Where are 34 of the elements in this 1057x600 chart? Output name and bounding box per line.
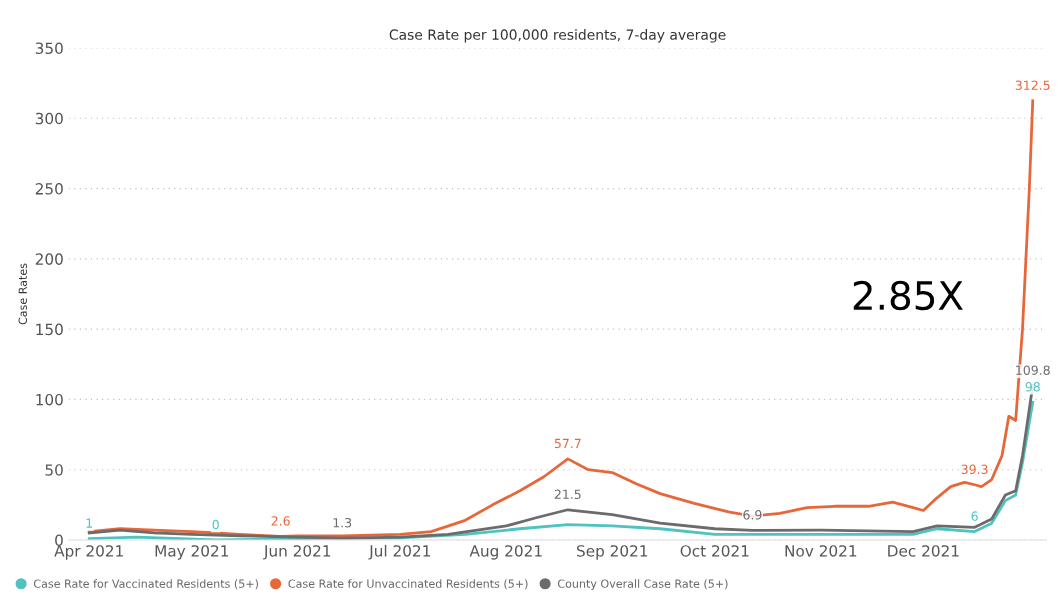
x-tick-label: Nov 2021: [785, 545, 857, 557]
y-tick-label: 50: [45, 464, 63, 476]
data-label: 312.5: [1015, 80, 1050, 90]
x-tick-label: Dec 2021: [888, 545, 959, 557]
data-label: 57.7: [554, 438, 581, 449]
data-label: 1: [86, 518, 93, 528]
y-tick-label: 100: [36, 393, 63, 406]
legend-label: Case Rate for Unvaccinated Residents (5+): [288, 579, 528, 590]
y-tick-label: 250: [35, 183, 63, 195]
x-tick-label: Apr 2021: [54, 545, 123, 560]
legend-label: County Overall Case Rate (5+): [557, 579, 728, 590]
x-tick-label: Sep 2021: [577, 545, 648, 560]
chart-title: Case Rate per 100,000 residents, 7-day average: [389, 29, 726, 43]
data-label: 109.8: [1016, 365, 1050, 375]
legend-label: Case Rate for Vaccinated Residents (5+): [33, 579, 258, 590]
x-tick-label: Oct 2021: [680, 545, 749, 557]
y-tick-label: 0: [55, 534, 63, 547]
data-label: 98: [1025, 382, 1040, 392]
y-tick-label: 300: [35, 112, 63, 125]
data-label: 21.5: [554, 489, 581, 500]
data-label: 6: [971, 511, 978, 521]
data-label: 1.3: [333, 517, 352, 528]
x-tick-label: Jun 2021: [263, 545, 331, 560]
data-label: 39.3: [961, 464, 988, 474]
y-tick-label: 150: [36, 323, 63, 336]
y-tick-label: 350: [35, 42, 63, 55]
x-tick-label: Jul 2021: [368, 544, 430, 560]
data-label: 2.6: [271, 516, 290, 526]
y-tick-label: 200: [35, 253, 63, 265]
x-tick-label: May 2021: [155, 545, 229, 560]
data-label: 0: [212, 519, 219, 530]
annotation: 2.85X: [853, 280, 963, 311]
y-axis-title: Case Rates: [18, 263, 27, 325]
x-tick-label: Aug 2021: [469, 545, 542, 560]
